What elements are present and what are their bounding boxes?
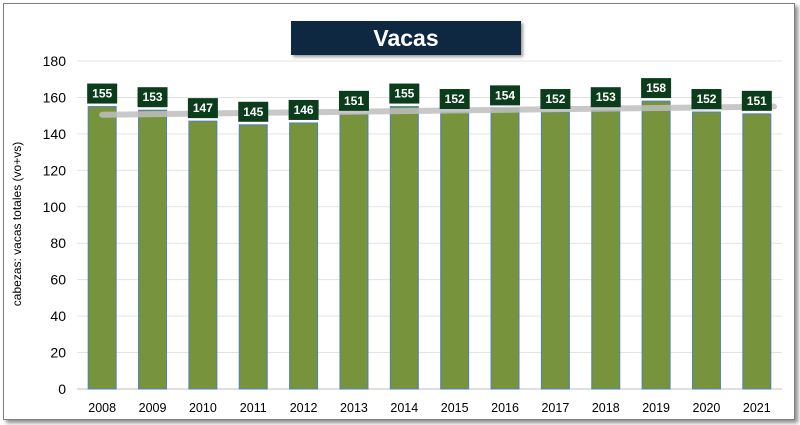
bar — [389, 106, 419, 390]
x-tick-label: 2015 — [441, 401, 469, 415]
y-tick-label: 120 — [43, 162, 67, 178]
data-label-box — [389, 83, 420, 104]
x-tick-label: 2016 — [491, 401, 519, 415]
data-label: 153 — [596, 90, 616, 104]
x-tick-label: 2020 — [693, 401, 721, 415]
data-label: 145 — [243, 105, 263, 119]
data-label-box — [137, 87, 168, 108]
bar — [339, 113, 369, 390]
x-tick-label: 2011 — [240, 401, 267, 415]
bar — [742, 113, 772, 390]
y-tick-label: 180 — [43, 53, 67, 69]
data-label-box — [87, 83, 118, 104]
x-tick-label: 2008 — [88, 401, 116, 415]
bar — [591, 109, 621, 390]
data-label-box — [540, 89, 571, 110]
data-label: 152 — [545, 92, 565, 106]
data-label: 151 — [747, 94, 767, 108]
x-tick-label: 2009 — [139, 401, 167, 415]
data-label: 155 — [394, 87, 414, 101]
y-tick-label: 160 — [43, 89, 67, 105]
y-tick-label: 100 — [43, 199, 67, 215]
x-tick-label: 2013 — [340, 401, 368, 415]
data-label: 147 — [193, 101, 213, 115]
data-label-box — [590, 87, 621, 108]
data-label: 154 — [495, 88, 515, 102]
y-tick-label: 60 — [50, 272, 66, 288]
x-tick-label: 2012 — [290, 401, 318, 415]
data-label-box — [288, 99, 319, 120]
bars — [87, 100, 772, 390]
bar — [691, 111, 721, 390]
data-label-box — [490, 85, 521, 106]
bar — [87, 106, 117, 390]
x-axis: 2008 2009 2010 2011 2012 2013 2014 2015 2016 2017… — [88, 401, 770, 415]
data-label-box — [187, 98, 218, 119]
bar — [188, 120, 218, 390]
bar — [641, 100, 671, 390]
bar — [289, 122, 319, 390]
x-tick-label: 2014 — [390, 401, 418, 415]
bar — [138, 109, 168, 390]
y-tick-label: 40 — [50, 308, 66, 324]
bar — [540, 111, 570, 390]
y-tick-label: 140 — [43, 126, 67, 142]
bar — [490, 107, 520, 390]
data-label: 158 — [646, 81, 666, 95]
data-label-box — [338, 90, 369, 111]
data-label-box — [238, 101, 269, 122]
data-label: 153 — [143, 90, 163, 104]
bar — [238, 124, 268, 390]
data-label-box — [741, 90, 772, 111]
data-label: 151 — [344, 94, 364, 108]
data-labels: 155 153 147 145 146 151 155 152 154 152 153 158 152 1… — [87, 78, 772, 122]
data-label-box — [439, 89, 470, 110]
y-tick-label: 80 — [50, 235, 66, 251]
y-tick-label: 0 — [58, 381, 66, 397]
x-tick-label: 2018 — [592, 401, 620, 415]
y-tick-label: 20 — [50, 345, 66, 361]
x-tick-label: 2017 — [541, 401, 569, 415]
data-label: 152 — [445, 92, 465, 106]
x-tick-label: 2021 — [743, 401, 771, 415]
data-label-box — [641, 78, 672, 99]
x-tick-label: 2019 — [642, 401, 670, 415]
x-tick-label: 2010 — [189, 401, 217, 415]
y-axis-label: cabezas: vacas totales (vo+vs) — [10, 142, 24, 306]
data-label: 155 — [92, 87, 112, 101]
chart-title: Vacas Totales/Tambo — [291, 21, 521, 85]
data-label-box — [691, 89, 722, 110]
data-label: 152 — [696, 92, 716, 106]
data-label: 146 — [294, 103, 314, 117]
bar — [440, 111, 470, 390]
y-axis: 0 20 40 60 80 100 120 140 160 180 — [43, 53, 67, 397]
